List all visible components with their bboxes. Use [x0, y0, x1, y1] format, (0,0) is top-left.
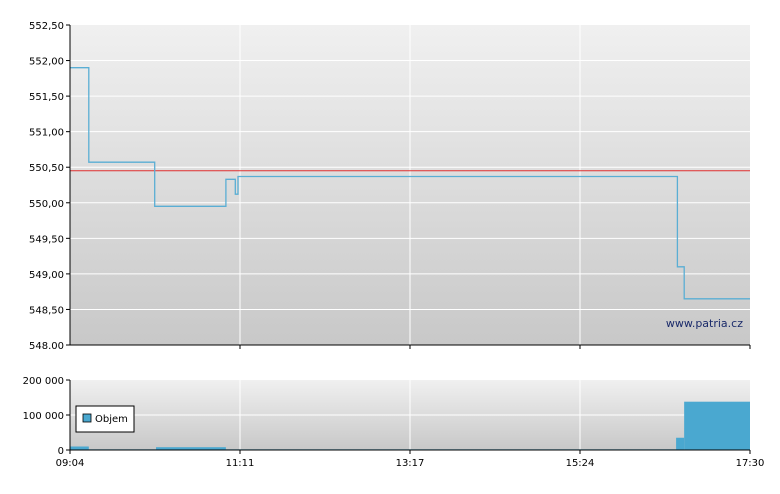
- watermark-text: www.patria.cz: [666, 317, 743, 330]
- volume-panel: 200 000 100 000 0 09:04 11:11 13:17 15:24 17:3…: [23, 376, 765, 469]
- volume-bar: [684, 401, 750, 450]
- price-x-ticks: [239, 345, 751, 349]
- price-y-tick-label: 549,50: [29, 234, 64, 245]
- x-tick-label: 11:11: [226, 458, 255, 469]
- price-grid: [70, 25, 750, 345]
- price-series-line: [70, 67, 750, 300]
- volume-grid: [70, 380, 750, 450]
- x-tick-label: 17:30: [736, 458, 765, 469]
- price-y-tick-label: 551,50: [29, 92, 64, 103]
- price-panel: 552,50 552,00 551,50 551,00 550,50 550,00 549,…: [29, 21, 751, 352]
- price-y-tick-label: 551,00: [29, 128, 64, 139]
- volume-y-axis: 200 000 100 000 0: [23, 376, 70, 457]
- x-axis-time-labels: 09:04 11:11 13:17 15:24 17:30: [56, 450, 765, 469]
- price-y-tick-label: 550,00: [29, 199, 64, 210]
- price-y-tick-label: 548,50: [29, 305, 64, 316]
- price-y-tick-label: 549,00: [29, 270, 64, 281]
- price-y-tick-label: 552,00: [29, 57, 64, 68]
- volume-y-tick-label: 200 000: [23, 376, 64, 387]
- x-tick-label: 09:04: [56, 458, 85, 469]
- x-tick-label: 13:17: [396, 458, 425, 469]
- volume-bar: [156, 447, 226, 450]
- price-y-tick-label: 550,50: [29, 163, 64, 174]
- volume-bar: [676, 437, 685, 450]
- price-y-tick-label: 548.00: [29, 341, 64, 352]
- legend-swatch: [82, 413, 92, 423]
- legend-entry-objem: Objem: [95, 414, 128, 425]
- volume-y-tick-label: 100 000: [23, 411, 64, 422]
- x-tick-label: 15:24: [566, 458, 595, 469]
- volume-legend: Objem: [75, 405, 135, 433]
- volume-bar: [70, 446, 89, 450]
- volume-y-tick-label: 0: [58, 446, 64, 457]
- price-y-tick-label: 552,50: [29, 21, 64, 32]
- price-y-axis: 552,50 552,00 551,50 551,00 550,50 550,00 549,…: [29, 21, 70, 352]
